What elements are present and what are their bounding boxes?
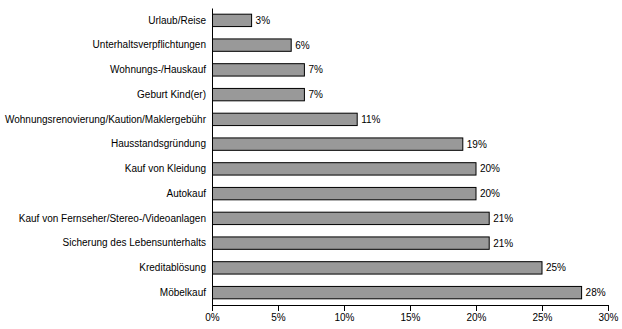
y-tick: Urlaub/Reise xyxy=(148,15,212,26)
x-tick-mark xyxy=(476,305,477,311)
x-tick-label: 20% xyxy=(466,312,486,323)
x-tick-label: 15% xyxy=(400,312,420,323)
bar xyxy=(212,163,476,175)
y-tick: Kreditablösung xyxy=(139,262,212,273)
y-tick: Kauf von Kleidung xyxy=(125,163,212,174)
category-label: Wohnungs-/Hauskauf xyxy=(110,64,206,75)
category-label: Kauf von Fernseher/Stereo-/Videoanlagen xyxy=(19,213,206,224)
x-axis: 0% 5% 10% 15% 20% 25% 30% xyxy=(205,305,618,323)
category-label: Urlaub/Reise xyxy=(148,15,206,26)
x-tick: 5% xyxy=(271,305,286,323)
x-tick-label: 30% xyxy=(598,312,618,323)
y-tick: Unterhaltsverpflichtungen xyxy=(93,39,212,50)
data-label: 28% xyxy=(586,287,606,298)
data-label: 20% xyxy=(480,188,500,199)
x-tick-label: 5% xyxy=(271,312,286,323)
data-label: 20% xyxy=(480,163,500,174)
data-label: 11% xyxy=(361,114,380,125)
bar xyxy=(212,14,252,26)
data-label: 6% xyxy=(295,40,310,51)
category-label: Unterhaltsverpflichtungen xyxy=(93,39,206,50)
category-label: Geburt Kind(er) xyxy=(137,89,206,100)
y-tick: Wohnungsrenovierung/Kaution/Maklergebühr xyxy=(5,114,212,125)
x-tick-mark xyxy=(608,305,609,311)
plot: 0% 5% 10% 15% 20% 25% 30% Urlaub/Reise Unterhalt… xyxy=(5,9,619,324)
bar xyxy=(212,88,304,100)
x-tick-label: 0% xyxy=(205,312,220,323)
x-tick: 0% xyxy=(205,305,220,323)
data-label: 7% xyxy=(308,64,323,75)
x-tick: 25% xyxy=(532,305,552,323)
category-label: Hausstandsgründung xyxy=(111,138,206,149)
bars xyxy=(212,14,582,299)
chart: 0% 5% 10% 15% 20% 25% 30% Urlaub/Reise Unterhalt… xyxy=(0,0,622,329)
y-tick: Sicherung des Lebensunterhalts xyxy=(63,237,212,248)
x-tick-label: 10% xyxy=(334,312,354,323)
bar xyxy=(212,262,542,274)
category-label: Sicherung des Lebensunterhalts xyxy=(63,237,206,248)
category-label: Wohnungsrenovierung/Kaution/Maklergebühr xyxy=(5,114,207,125)
x-tick-mark xyxy=(278,305,279,311)
bar xyxy=(212,286,582,298)
x-tick-label: 25% xyxy=(532,312,552,323)
category-label: Autokauf xyxy=(167,188,207,199)
y-tick: Hausstandsgründung xyxy=(111,138,212,149)
x-tick: 10% xyxy=(334,305,354,323)
bar xyxy=(212,64,304,76)
x-tick-mark xyxy=(542,305,543,311)
y-tick: Autokauf xyxy=(167,188,212,199)
bar xyxy=(212,39,291,51)
data-label: 3% xyxy=(256,15,271,26)
y-axis: Urlaub/Reise Unterhaltsverpflichtungen Woh… xyxy=(5,9,213,306)
data-label: 25% xyxy=(546,262,566,273)
bar xyxy=(212,237,489,249)
bar xyxy=(212,187,476,199)
bar xyxy=(212,138,463,150)
x-tick-mark xyxy=(410,305,411,311)
y-tick: Kauf von Fernseher/Stereo-/Videoanlagen xyxy=(19,213,212,224)
data-label: 21% xyxy=(493,213,513,224)
category-label: Möbelkauf xyxy=(160,287,206,298)
y-tick: Wohnungs-/Hauskauf xyxy=(110,64,212,75)
bar xyxy=(212,113,357,125)
bar xyxy=(212,212,489,224)
x-tick: 30% xyxy=(598,305,618,323)
x-tick: 15% xyxy=(400,305,420,323)
x-tick-mark xyxy=(344,305,345,311)
x-tick-mark xyxy=(212,305,213,311)
data-label: 19% xyxy=(467,139,487,150)
data-label: 7% xyxy=(308,89,323,100)
data-labels: 3% 6% 7% 7% 11% 19% 20% 20% 21% 21% 25% 28% xyxy=(256,15,606,298)
x-tick: 20% xyxy=(466,305,486,323)
y-axis-line xyxy=(212,9,213,306)
category-label: Kauf von Kleidung xyxy=(125,163,206,174)
y-tick: Möbelkauf xyxy=(160,287,212,298)
y-tick: Geburt Kind(er) xyxy=(137,89,212,100)
data-label: 21% xyxy=(493,238,513,249)
category-label: Kreditablösung xyxy=(139,262,206,273)
